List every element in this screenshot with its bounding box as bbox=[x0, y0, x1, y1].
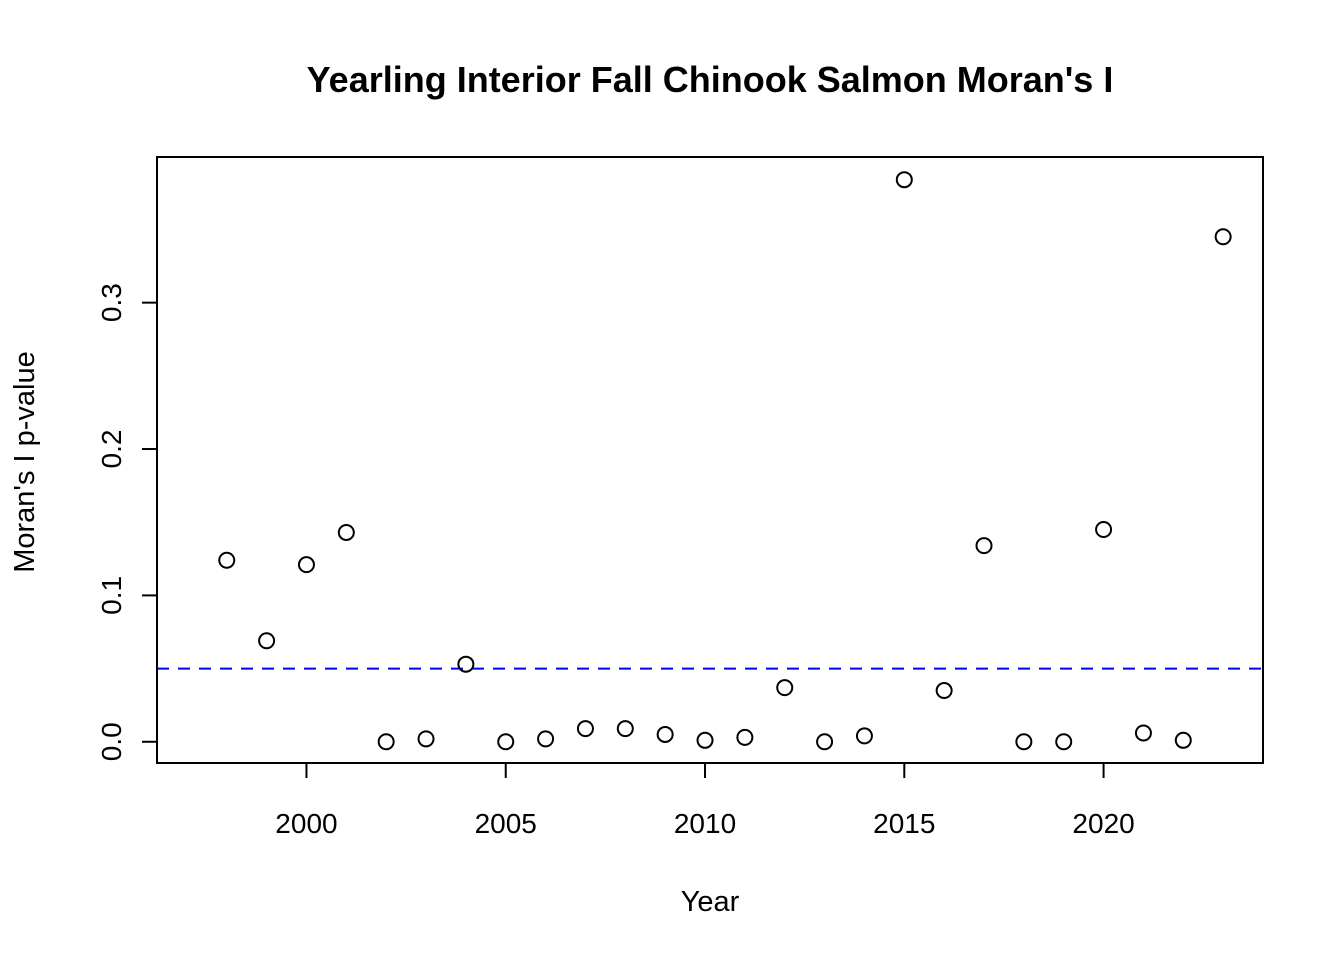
x-axis: 2000 2005 2010 2015 2020 bbox=[275, 762, 1135, 839]
x-tick-label: 2020 bbox=[1072, 808, 1134, 839]
data-point bbox=[975, 537, 993, 555]
data-point bbox=[576, 720, 594, 738]
y-tick-label: 0.0 bbox=[96, 722, 127, 761]
x-axis-label: Year bbox=[681, 886, 740, 918]
data-point bbox=[1174, 731, 1192, 749]
data-point bbox=[1214, 228, 1232, 246]
data-point bbox=[736, 728, 754, 746]
y-tick-label: 0.3 bbox=[96, 283, 127, 322]
data-point bbox=[218, 551, 236, 569]
data-point bbox=[297, 556, 315, 574]
data-point bbox=[696, 731, 714, 749]
data-point bbox=[417, 730, 435, 748]
plot-frame bbox=[156, 156, 1264, 764]
data-point bbox=[895, 171, 913, 189]
data-point bbox=[935, 682, 953, 700]
data-point bbox=[1015, 733, 1033, 751]
data-point bbox=[337, 523, 355, 541]
x-tick-label: 2015 bbox=[873, 808, 935, 839]
data-point bbox=[258, 632, 276, 650]
y-tick-label: 0.1 bbox=[96, 576, 127, 615]
data-points bbox=[218, 171, 1232, 751]
y-axis-label: Moran's I p-value bbox=[9, 351, 41, 573]
data-point bbox=[656, 725, 674, 743]
x-tick-label: 2000 bbox=[275, 808, 337, 839]
chart-title: Yearling Interior Fall Chinook Salmon Mo… bbox=[307, 59, 1114, 100]
x-tick-label: 2005 bbox=[475, 808, 537, 839]
data-point bbox=[457, 655, 475, 673]
data-point bbox=[537, 730, 555, 748]
data-point bbox=[855, 727, 873, 745]
y-axis: 0.0 0.1 0.2 0.3 bbox=[96, 283, 158, 761]
y-tick-label: 0.2 bbox=[96, 430, 127, 469]
data-point bbox=[1095, 521, 1113, 539]
data-point bbox=[497, 733, 515, 751]
data-point bbox=[1134, 724, 1152, 742]
x-tick-label: 2010 bbox=[674, 808, 736, 839]
data-point bbox=[616, 720, 634, 738]
data-point bbox=[1055, 733, 1073, 751]
data-point bbox=[776, 679, 794, 697]
data-point bbox=[377, 733, 395, 751]
data-point bbox=[816, 733, 834, 751]
